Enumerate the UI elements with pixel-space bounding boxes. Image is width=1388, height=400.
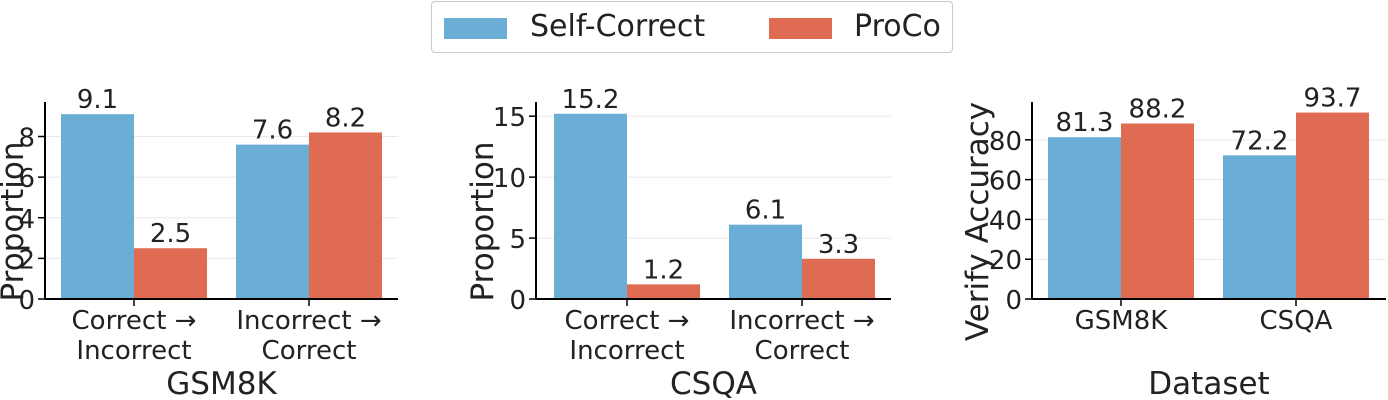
chart1-bar-proco-1	[309, 132, 382, 299]
chart3-value-label-0-1: 72.2	[1231, 126, 1289, 156]
chart1-category-label-1-0: Incorrect →	[236, 306, 381, 336]
chart2-value-label-1-1: 3.3	[818, 230, 859, 260]
chart1-category-label-1-1: Correct	[262, 336, 357, 366]
chart3-x-axis-title: Dataset	[1148, 366, 1269, 400]
chart3-value-label-1-1: 93.7	[1304, 84, 1362, 114]
chart1-ytick-label-3: 6	[18, 164, 35, 194]
chart2-bar-proco-0	[627, 284, 700, 299]
chart3-category-label-1-0: CSQA	[1260, 306, 1333, 336]
chart2-category-label-1-0: Incorrect →	[729, 306, 874, 336]
chart3-ytick-label-2: 40	[989, 206, 1022, 236]
legend-label-proco: ProCo	[854, 9, 941, 44]
chart2-category-label-0-1: Incorrect	[569, 336, 684, 366]
chart1-value-label-0-0: 9.1	[77, 85, 118, 115]
chart3-ytick-label-4: 80	[989, 127, 1022, 157]
chart2-ytick-label-1: 5	[509, 225, 526, 255]
chart3-ytick-label-0: 0	[1005, 286, 1022, 316]
chart3-ytick-label-3: 60	[989, 167, 1022, 197]
chart2-category-label-0-0: Correct →	[565, 306, 690, 336]
chart1-category-label-0-1: Incorrect	[76, 336, 191, 366]
chart3-category-label-0-0: GSM8K	[1075, 306, 1169, 336]
legend-label-self-correct: Self-Correct	[530, 9, 706, 44]
chart2-bar-self-correct-0	[554, 113, 627, 299]
chart3-y-axis-title: Verify Accuracy	[960, 102, 996, 341]
legend: Self-Correct ProCo	[431, 1, 953, 53]
chart2-bar-self-correct-1	[729, 224, 802, 299]
chart3-bar-self-correct-1	[1223, 155, 1296, 299]
chart3-bar-proco-1	[1296, 112, 1369, 299]
chart1-ytick-label-2: 4	[18, 205, 35, 235]
legend-swatch-proco	[769, 18, 832, 39]
chart2-ytick-label-3: 15	[493, 103, 526, 133]
chart2-ytick-label-2: 10	[493, 164, 526, 194]
chart1-value-label-0-1: 7.6	[252, 116, 293, 146]
chart1-y-axis-title: Proportion	[0, 142, 31, 302]
chart3-value-label-1-0: 88.2	[1129, 95, 1187, 125]
chart2-ytick-label-0: 0	[509, 286, 526, 316]
chart2-bar-proco-1	[802, 258, 875, 299]
chart3-value-label-0-0: 81.3	[1056, 108, 1114, 138]
chart3-ytick-label-1: 20	[989, 246, 1022, 276]
chart1-bar-self-correct-0	[61, 114, 134, 299]
chart1-value-label-1-0: 2.5	[150, 219, 191, 249]
chart1-category-label-0-0: Correct →	[72, 306, 197, 336]
chart1-ytick-label-4: 8	[18, 124, 35, 154]
chart2-value-label-0-1: 6.1	[745, 196, 786, 226]
chart2-category-label-1-1: Correct	[755, 336, 850, 366]
chart2-x-axis-title: CSQA	[670, 366, 757, 400]
chart1-ytick-label-0: 0	[18, 286, 35, 316]
chart2-value-label-1-0: 1.2	[643, 255, 684, 285]
chart2-value-label-0-0: 15.2	[562, 85, 620, 115]
chart1-bar-proco-0	[134, 248, 207, 299]
chart1-x-axis-title: GSM8K	[166, 366, 277, 400]
chart2-y-axis-title: Proportion	[465, 142, 501, 302]
chart1-ytick-label-1: 2	[18, 245, 35, 275]
chart1-value-label-1-1: 8.2	[325, 103, 366, 133]
chart3-bar-proco-0	[1121, 123, 1194, 299]
legend-swatch-self-correct	[444, 18, 507, 39]
chart3-bar-self-correct-0	[1048, 137, 1121, 299]
chart1-bar-self-correct-1	[236, 144, 309, 299]
